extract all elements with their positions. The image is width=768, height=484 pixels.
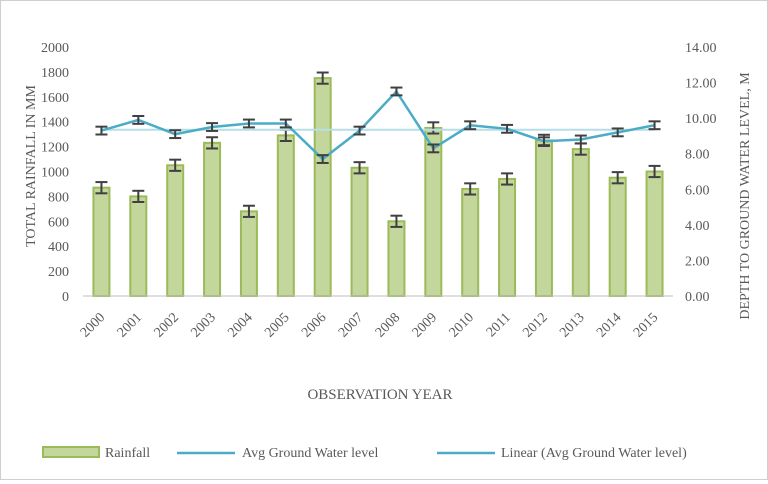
right-axis-tick-label: 8.00 [685,148,710,163]
rainfall-bar [129,195,148,297]
x-axis-tick-label: 2009 [410,310,440,340]
x-axis-tick-label: 2006 [299,310,329,340]
left-axis-tick-label: 600 [48,215,69,230]
left-axis-tick-label: 2000 [41,41,69,56]
left-axis-tick-label: 1000 [41,166,69,181]
left-axis-tick-label: 1400 [41,116,69,131]
rainfall-bar [645,170,664,297]
x-axis-tick-label: 2013 [557,310,587,340]
x-axis-ticks: 2000 2001 2002 2003 2004 2005 2006 2007 2008 2009… [78,310,662,340]
x-axis-tick-label: 2003 [188,310,218,340]
x-axis-tick-label: 2005 [262,310,292,340]
rainfall-bar [608,176,627,298]
rainfall-bar [203,141,222,297]
x-axis-tick-label: 2000 [78,310,108,340]
right-axis-title: DEPTH TO GROUND WATER LEVEL, M [738,72,753,320]
legend-swatch-rainfall [42,446,100,458]
rainfall-bar [276,134,295,297]
left-axis-tick-label: 200 [48,265,69,280]
right-axis-tick-label: 4.00 [685,219,710,234]
x-axis-tick-label: 2015 [631,310,661,340]
right-axis-tick-label: 6.00 [685,183,710,198]
x-axis-tick-label: 2004 [225,310,255,340]
rainfall-bar [534,139,553,297]
left-axis-tick-label: 1200 [41,141,69,156]
groundwater-line-layer [95,86,661,164]
x-axis-tick-label: 2002 [152,310,182,340]
x-axis-tick-label: 2010 [447,310,477,340]
legend-label-trendline: Linear (Avg Ground Water level) [501,446,687,461]
legend-label-groundwater: Avg Ground Water level [242,446,378,461]
x-axis-tick-label: 2001 [115,310,145,340]
rainfall-bar [350,166,369,297]
left-axis-ticks: 0 200 400 600 800 1000 1200 1400 1600 1800 2000 [41,41,69,305]
rainfall-bar [387,220,406,297]
left-axis-tick-label: 0 [62,290,69,305]
x-axis-tick-label: 2007 [336,310,366,340]
rainfall-bar [166,164,185,297]
x-axis-tick-label: 2012 [520,310,550,340]
legend: Rainfall Avg Ground Water level Linear (Av… [42,446,687,461]
left-axis-tick-label: 400 [48,240,69,255]
right-axis-tick-label: 10.00 [685,112,717,127]
left-axis-tick-label: 1600 [41,91,69,106]
rainfall-bar [92,186,111,297]
right-axis-tick-label: 14.00 [685,41,717,56]
left-axis-tick-label: 1800 [41,66,69,81]
legend-label-rainfall: Rainfall [105,446,150,461]
groundwater-line [101,89,655,161]
x-axis-tick-label: 2011 [484,310,514,340]
rainfall-bar [498,177,517,297]
right-axis-tick-label: 2.00 [685,254,710,269]
x-axis-tick-label: 2008 [373,310,403,340]
right-axis-tick-label: 0.00 [685,290,710,305]
rainfall-bar [313,77,332,297]
rainfall-bar [461,187,480,297]
right-axis-tick-label: 12.00 [685,77,717,92]
rainfall-bar [571,148,590,297]
x-axis-tick-label: 2014 [594,310,624,340]
right-axis-ticks: 0.00 2.00 4.00 6.00 8.00 10.00 12.00 14.00 [685,41,717,305]
left-axis-title: TOTAL RAINFALL IN MM [24,85,39,247]
x-axis-title: OBSERVATION YEAR [307,387,452,403]
left-axis-tick-label: 800 [48,190,69,205]
rainfall-bar [239,210,258,297]
